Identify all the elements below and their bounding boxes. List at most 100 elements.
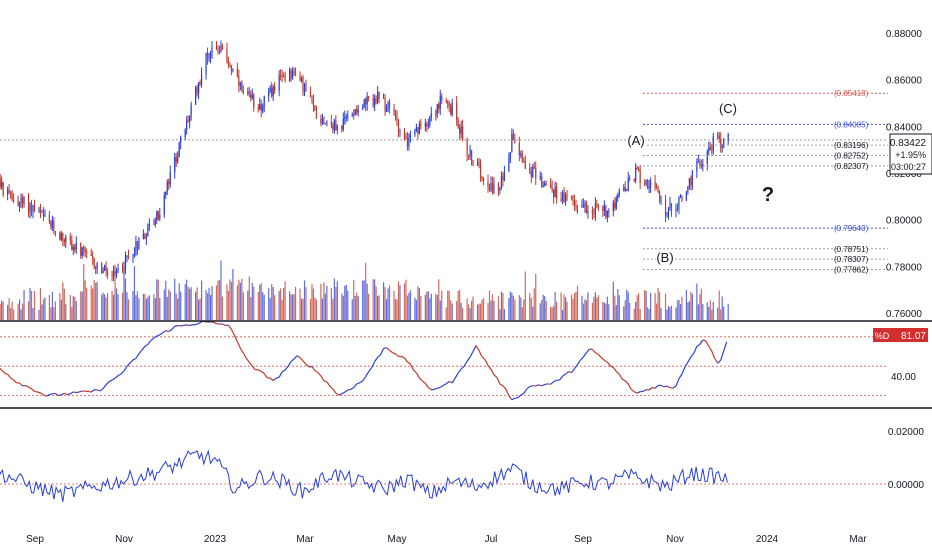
volume-bar (438, 279, 439, 320)
candle-body (377, 92, 378, 102)
volume-bar (165, 281, 166, 320)
volume-bar (416, 300, 417, 320)
stoch-line-segment (34, 391, 37, 392)
candle-body (481, 178, 482, 179)
volume-bar (678, 300, 679, 320)
candle-body (134, 254, 135, 255)
stoch-line-segment (372, 362, 375, 368)
stoch-line-segment (58, 395, 61, 396)
volume-bar (240, 283, 241, 320)
volume-bar (608, 304, 609, 320)
candle-body (625, 187, 626, 191)
volume-bar (301, 299, 302, 320)
volume-bar (199, 298, 200, 320)
x-tick-label: Jul (485, 534, 498, 545)
volume-bar (310, 299, 311, 320)
candle-body (386, 108, 387, 112)
candle-body (104, 266, 105, 271)
stoch-line-segment (527, 387, 530, 389)
volume-bar (393, 291, 394, 320)
volume-bar (19, 299, 20, 320)
volume-bar (280, 288, 281, 320)
stoch-line-segment (479, 351, 482, 357)
candle-body (719, 136, 720, 140)
volume-bar (247, 291, 248, 320)
candle-body (699, 161, 700, 165)
volume-bar (686, 290, 687, 320)
candle-body (128, 256, 129, 257)
candle-body (208, 57, 209, 58)
stoch-line-segment (551, 382, 554, 385)
stoch-line-segment (148, 341, 151, 345)
candle-body (176, 157, 177, 162)
candle-body (123, 268, 124, 269)
stoch-line-segment (560, 376, 563, 380)
candle-body (472, 165, 473, 166)
volume-bar (111, 291, 112, 320)
x-tick-label: May (388, 534, 407, 545)
candle-body (73, 247, 74, 250)
stoch-line-segment (393, 353, 396, 354)
volume-bar (562, 310, 563, 320)
x-tick-label: 2023 (204, 534, 227, 545)
stoch-line-segment (315, 371, 318, 373)
stoch-line-segment (613, 367, 616, 371)
stoch-line-segment (145, 345, 148, 347)
volume-bar (707, 302, 708, 320)
candle-body (358, 110, 359, 113)
candle-body (502, 176, 503, 180)
volume-bar (550, 307, 551, 320)
candle-body (352, 114, 353, 115)
volume-bar (216, 285, 217, 320)
candle-body (198, 82, 199, 93)
stoch-line-segment (136, 354, 139, 359)
candle-body (616, 198, 617, 208)
volume-bar (435, 294, 436, 320)
candle-body (553, 190, 554, 197)
stoch-line-segment (691, 353, 694, 357)
volume-bar (487, 303, 488, 320)
candle-body (168, 182, 169, 185)
volume-bar (408, 293, 409, 320)
candle-body (144, 234, 145, 239)
volume-bar (59, 293, 60, 320)
candle-body (71, 241, 72, 251)
candle-body (607, 211, 608, 217)
candle-body (596, 204, 597, 206)
volume-bar (586, 300, 587, 320)
volume-bar (80, 291, 81, 320)
volume-bar (414, 298, 415, 320)
stoch-line-segment (601, 358, 604, 361)
volume-bar (104, 294, 105, 320)
volume-bar (563, 295, 564, 320)
stoch-line-segment (598, 355, 601, 358)
stoch-line-segment (509, 396, 512, 400)
volume-bar (86, 288, 87, 320)
candle-body (268, 92, 269, 97)
volume-bar (690, 292, 691, 320)
volume-bar (702, 304, 703, 320)
stoch-line-segment (264, 374, 267, 378)
stoch-line-segment (115, 376, 118, 379)
candle-body (210, 53, 211, 58)
volume-bar (82, 292, 83, 320)
volume-bar (490, 301, 491, 320)
candle-body (623, 187, 624, 190)
volume-bar (614, 296, 615, 320)
candle-body (222, 46, 223, 49)
x-tick-label: Sep (574, 534, 592, 545)
candle-body (125, 256, 126, 268)
candle-body (438, 104, 439, 108)
candle-body (492, 183, 493, 193)
volume-bar (107, 293, 108, 320)
volume-bar (271, 284, 272, 320)
volume-bar (447, 291, 448, 320)
stoch-line-segment (354, 384, 357, 388)
candle-body (270, 88, 271, 92)
stoch-line-segment (288, 362, 291, 367)
volume-bar (417, 286, 418, 320)
stoch-line-segment (103, 385, 106, 389)
volume-bar (70, 295, 71, 320)
